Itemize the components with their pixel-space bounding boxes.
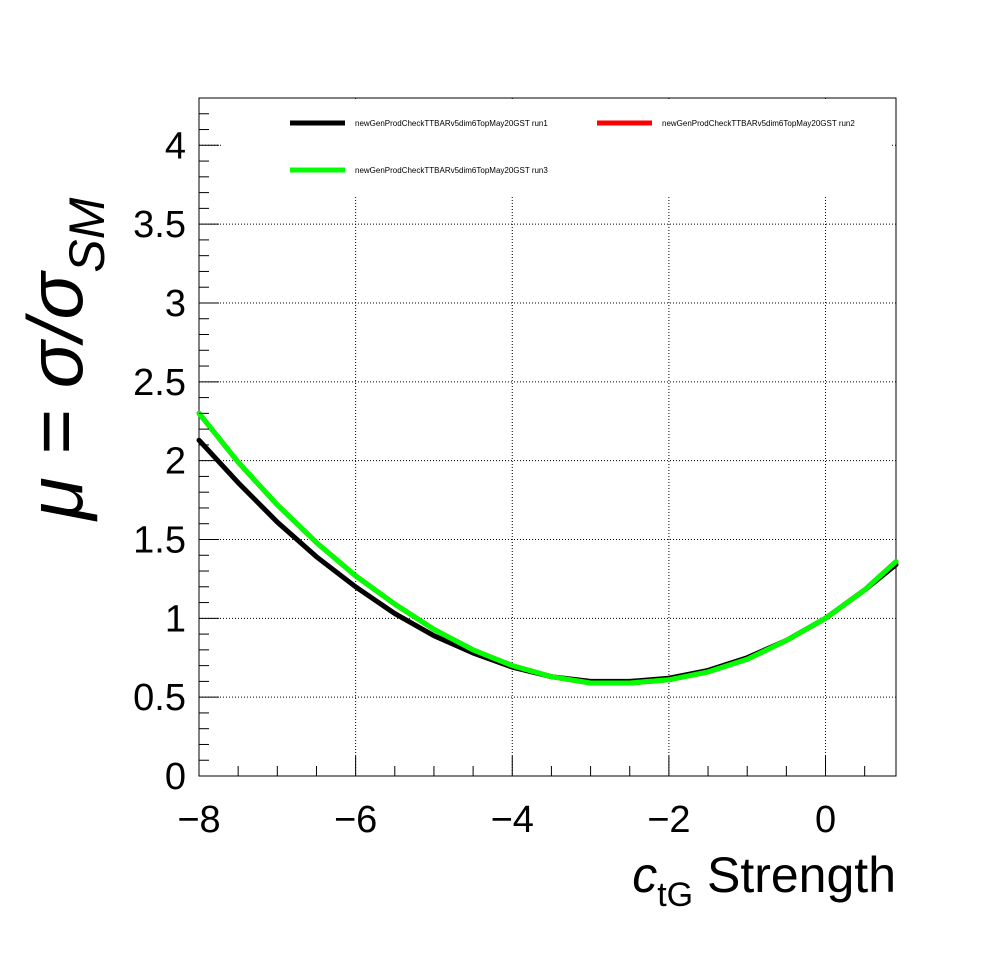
y-tick-label: 2.5: [133, 362, 186, 404]
y-tick-label: 3: [165, 283, 186, 325]
x-tick-label: −6: [334, 799, 377, 841]
x-tick-label: −2: [647, 799, 690, 841]
plot-frame: [198, 97, 897, 777]
legend-label-run1: newGenProdCheckTTBARv5dim6TopMay20GST ru…: [355, 119, 548, 128]
y-axis-title: μ = σ/σSM: [11, 197, 115, 522]
tick-labels: −8 −6 −4 −2 0 0 0.5 1 1.5 2 2.5 3 3.5 4: [133, 125, 836, 841]
y-tick-label: 3.5: [133, 204, 186, 246]
x-axis-subscript: tG: [657, 876, 693, 914]
y-axis-subscript: SM: [59, 197, 115, 272]
y-tick-label: 2: [165, 441, 186, 483]
legend-label-run3: newGenProdCheckTTBARv5dim6TopMay20GST ru…: [355, 166, 548, 175]
series-line-run3: [196, 410, 899, 686]
x-axis-text: Strength: [693, 847, 896, 903]
series-curves: [196, 410, 899, 686]
y-tick-label: 0: [165, 756, 186, 798]
y-tick-label: 1: [165, 598, 186, 640]
x-axis-symbol: c: [632, 847, 657, 903]
axis-ticks: [198, 97, 866, 777]
legend: newGenProdCheckTTBARv5dim6TopMay20GST ru…: [222, 100, 892, 195]
x-tick-label: 0: [815, 799, 836, 841]
x-tick-label: −4: [491, 799, 534, 841]
y-tick-label: 1.5: [133, 519, 186, 561]
y-tick-label: 4: [165, 125, 186, 167]
x-axis-title: ctG Strength: [632, 847, 896, 914]
y-axis-main: μ = σ/σ: [11, 270, 99, 522]
legend-label-run2: newGenProdCheckTTBARv5dim6TopMay20GST ru…: [662, 119, 855, 128]
y-tick-label: 0.5: [133, 677, 186, 719]
legend-box: [222, 100, 892, 195]
x-tick-label: −8: [177, 799, 220, 841]
